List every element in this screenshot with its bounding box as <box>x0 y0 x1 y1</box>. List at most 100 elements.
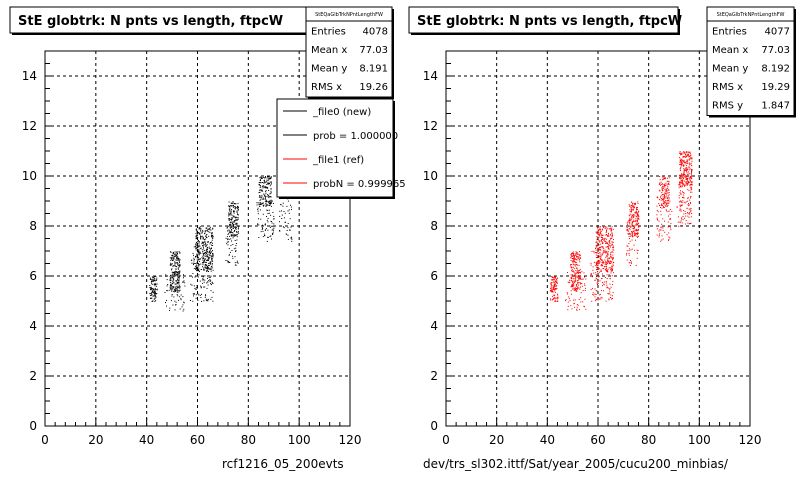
data-point <box>573 251 575 253</box>
data-point <box>175 259 177 261</box>
data-point <box>685 165 687 167</box>
data-point <box>681 162 683 164</box>
data-point <box>669 200 671 202</box>
y-tick-label: 12 <box>423 119 438 133</box>
data-point <box>632 214 634 216</box>
data-point <box>193 260 195 262</box>
data-point <box>601 262 603 264</box>
data-point <box>152 295 154 297</box>
data-point <box>683 161 685 163</box>
data-point <box>230 234 232 236</box>
data-point <box>193 293 195 295</box>
data-point <box>610 267 612 269</box>
data-point <box>637 249 639 251</box>
data-point <box>686 170 687 172</box>
data-point <box>175 268 177 270</box>
data-point <box>202 245 204 247</box>
data-point <box>603 281 605 283</box>
data-point <box>683 177 685 179</box>
data-point <box>631 234 633 236</box>
data-point <box>175 251 177 253</box>
data-point <box>636 219 638 221</box>
data-point <box>590 264 592 266</box>
data-point <box>661 239 663 241</box>
data-point <box>196 245 198 247</box>
data-point <box>267 182 269 184</box>
data-point <box>690 216 692 218</box>
data-point <box>574 258 576 260</box>
data-point <box>577 269 578 271</box>
data-point <box>232 232 234 234</box>
data-point <box>690 157 692 159</box>
data-point <box>269 203 270 205</box>
data-point <box>630 208 632 210</box>
data-point <box>669 237 671 239</box>
data-point <box>176 285 178 287</box>
data-point <box>175 255 177 257</box>
data-point <box>636 222 638 224</box>
data-point <box>234 264 236 266</box>
data-point <box>291 208 292 210</box>
legend-label: probN = 0.999965 <box>313 179 406 190</box>
data-point <box>633 227 635 229</box>
data-point <box>595 254 597 256</box>
data-point <box>662 196 664 198</box>
data-point <box>599 252 601 254</box>
data-point <box>571 279 573 281</box>
data-point <box>172 251 174 253</box>
x-tick-label: 20 <box>489 433 504 447</box>
data-point <box>572 266 574 268</box>
data-point <box>573 285 575 287</box>
y-tick-label: 0 <box>29 419 37 433</box>
data-point <box>236 239 238 241</box>
data-point <box>596 236 598 237</box>
data-point <box>633 206 635 208</box>
data-point <box>260 182 262 184</box>
data-point <box>574 280 576 282</box>
data-point <box>609 283 611 285</box>
data-point <box>234 256 236 258</box>
data-point <box>688 202 689 204</box>
data-point <box>610 262 612 264</box>
data-point <box>210 280 212 282</box>
data-point <box>594 293 596 295</box>
data-point <box>668 183 670 185</box>
data-point <box>206 237 207 238</box>
data-point <box>636 216 638 217</box>
data-point <box>607 262 609 264</box>
data-point <box>680 209 682 211</box>
data-point <box>608 245 610 246</box>
data-point <box>603 226 604 228</box>
data-point <box>682 184 684 186</box>
data-point <box>154 285 156 287</box>
data-point <box>668 226 670 227</box>
data-point <box>663 199 665 201</box>
data-point <box>570 264 572 266</box>
data-point <box>176 259 178 261</box>
data-point <box>173 296 175 298</box>
data-point <box>636 233 638 235</box>
data-point <box>637 201 639 203</box>
data-point <box>685 181 687 183</box>
data-point <box>682 175 684 177</box>
data-point <box>237 213 238 215</box>
data-point <box>664 186 666 188</box>
data-point <box>630 211 632 213</box>
data-point <box>265 224 266 226</box>
data-point <box>234 230 235 231</box>
data-point <box>664 190 666 192</box>
data-point <box>174 262 176 264</box>
data-point <box>201 300 202 302</box>
data-point <box>679 201 681 203</box>
data-point <box>573 282 575 284</box>
data-point <box>681 173 683 175</box>
data-point <box>573 268 575 270</box>
data-point <box>264 194 266 196</box>
data-point <box>266 205 268 206</box>
data-point <box>172 265 174 267</box>
data-point <box>200 229 202 231</box>
legend-box <box>276 98 394 198</box>
data-point <box>268 178 270 180</box>
data-point <box>177 274 179 276</box>
data-point <box>601 265 603 267</box>
